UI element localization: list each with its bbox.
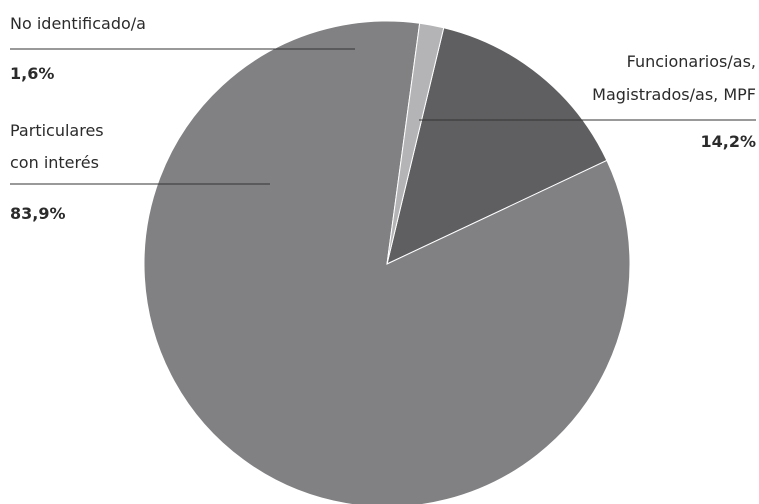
slice-label-no-identificado-line-1: No identificado/a [10,14,146,33]
slice-value-particulares: 83,9% [10,204,66,223]
slice-label-particulares-line-2: con interés [10,153,99,172]
slice-label-particulares: Particulares con interés 83,9% [10,121,270,223]
slice-label-funcionarios-line-2: Magistrados/as, MPF [592,85,756,104]
slice-value-no-identificado: 1,6% [10,64,54,83]
pie-slice-no-identificado [386,22,445,265]
pie-slices [143,20,631,504]
slice-label-funcionarios-line-1: Funcionarios/as, [627,52,756,71]
pie-slice-funcionarios [386,27,608,265]
slice-label-no-identificado: No identificado/a 1,6% [10,14,355,83]
slice-label-funcionarios: Funcionarios/as, Magistrados/as, MPF 14,… [419,52,756,151]
slice-value-funcionarios: 14,2% [700,132,756,151]
slice-label-particulares-line-1: Particulares [10,121,104,140]
